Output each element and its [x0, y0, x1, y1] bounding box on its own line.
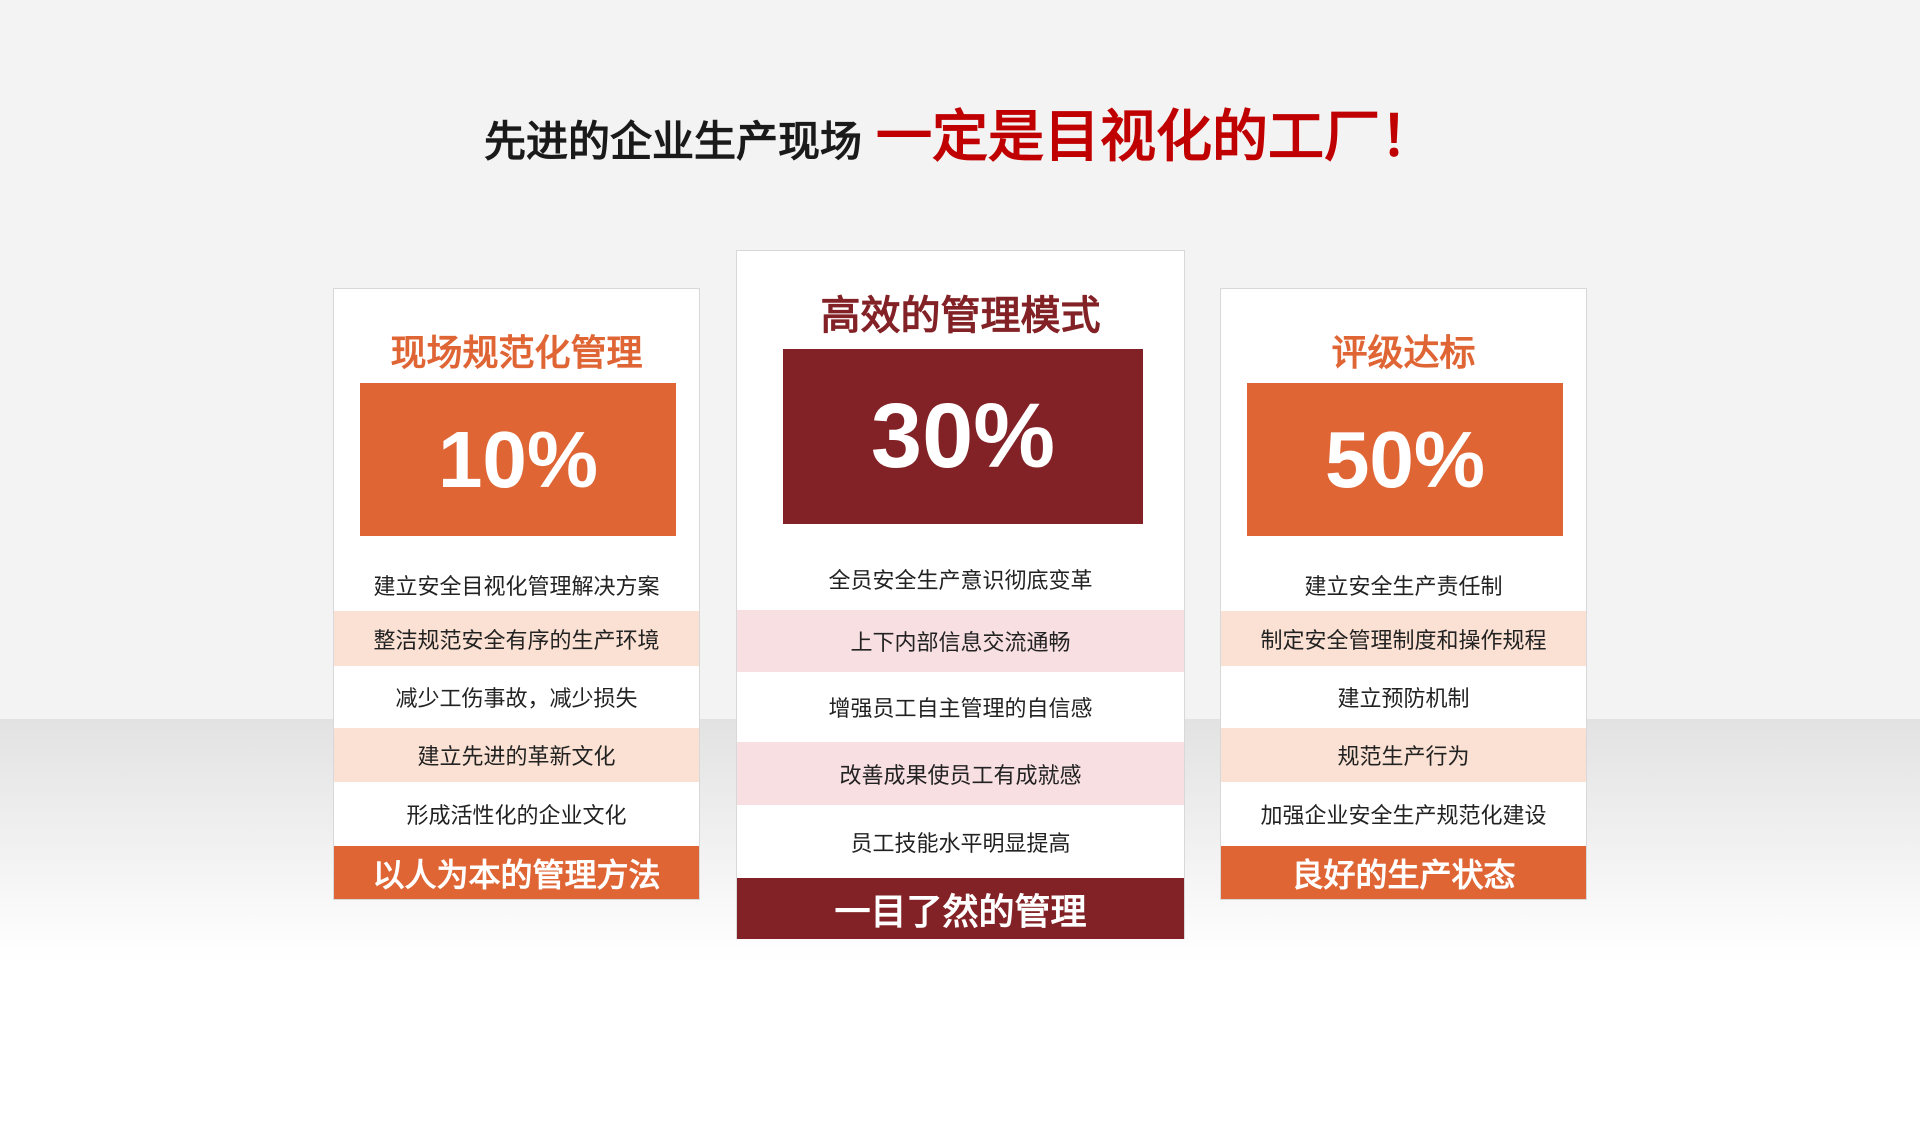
- card-heading: 高效的管理模式: [820, 293, 1101, 339]
- card-efficient-management: 高效的管理模式 30% 全员安全生产意识彻底变革 上下内部信息交流通畅 增强员工…: [736, 250, 1185, 939]
- list-item: 改善成果使员工有成就感: [737, 742, 1184, 805]
- list-item: 整洁规范安全有序的生产环境: [334, 611, 699, 666]
- page-title: 先进的企业生产现场 一定是目视化的工厂！: [0, 92, 1920, 173]
- list-item: 建立先进的革新文化: [334, 728, 699, 782]
- list-item: 加强企业安全生产规范化建设: [1260, 804, 1547, 829]
- card-rating-compliance: 评级达标 50% 建立安全生产责任制 制定安全管理制度和操作规程 建立预防机制 …: [1220, 288, 1587, 900]
- list-item: 减少工伤事故，减少损失: [395, 687, 638, 712]
- percent-box: 50%: [1247, 383, 1563, 536]
- list-item: 形成活性化的企业文化: [406, 804, 627, 829]
- percent-box: 30%: [783, 349, 1143, 524]
- list-item: 上下内部信息交流通畅: [737, 610, 1184, 672]
- list-item: 建立预防机制: [1337, 687, 1470, 712]
- card-heading: 现场规范化管理: [390, 333, 643, 374]
- percent-box: 10%: [360, 383, 676, 536]
- list-item: 规范生产行为: [1221, 728, 1586, 782]
- card-standardized-management: 现场规范化管理 10% 建立安全目视化管理解决方案 整洁规范安全有序的生产环境 …: [333, 288, 700, 900]
- card-footer: 良好的生产状态: [1221, 846, 1586, 899]
- list-item: 建立安全生产责任制: [1304, 574, 1503, 600]
- card-footer: 一目了然的管理: [737, 878, 1184, 939]
- title-lead: 先进的企业生产现场: [483, 117, 862, 166]
- card-heading: 评级达标: [1331, 333, 1476, 374]
- list-item: 员工技能水平明显提高: [850, 831, 1071, 857]
- list-item: 建立安全目视化管理解决方案: [373, 574, 660, 600]
- list-item: 增强员工自主管理的自信感: [828, 697, 1093, 722]
- list-item: 全员安全生产意识彻底变革: [828, 569, 1093, 594]
- list-item: 制定安全管理制度和操作规程: [1221, 611, 1586, 666]
- title-highlight: 一定是目视化的工厂！: [876, 105, 1436, 170]
- card-footer: 以人为本的管理方法: [334, 846, 699, 899]
